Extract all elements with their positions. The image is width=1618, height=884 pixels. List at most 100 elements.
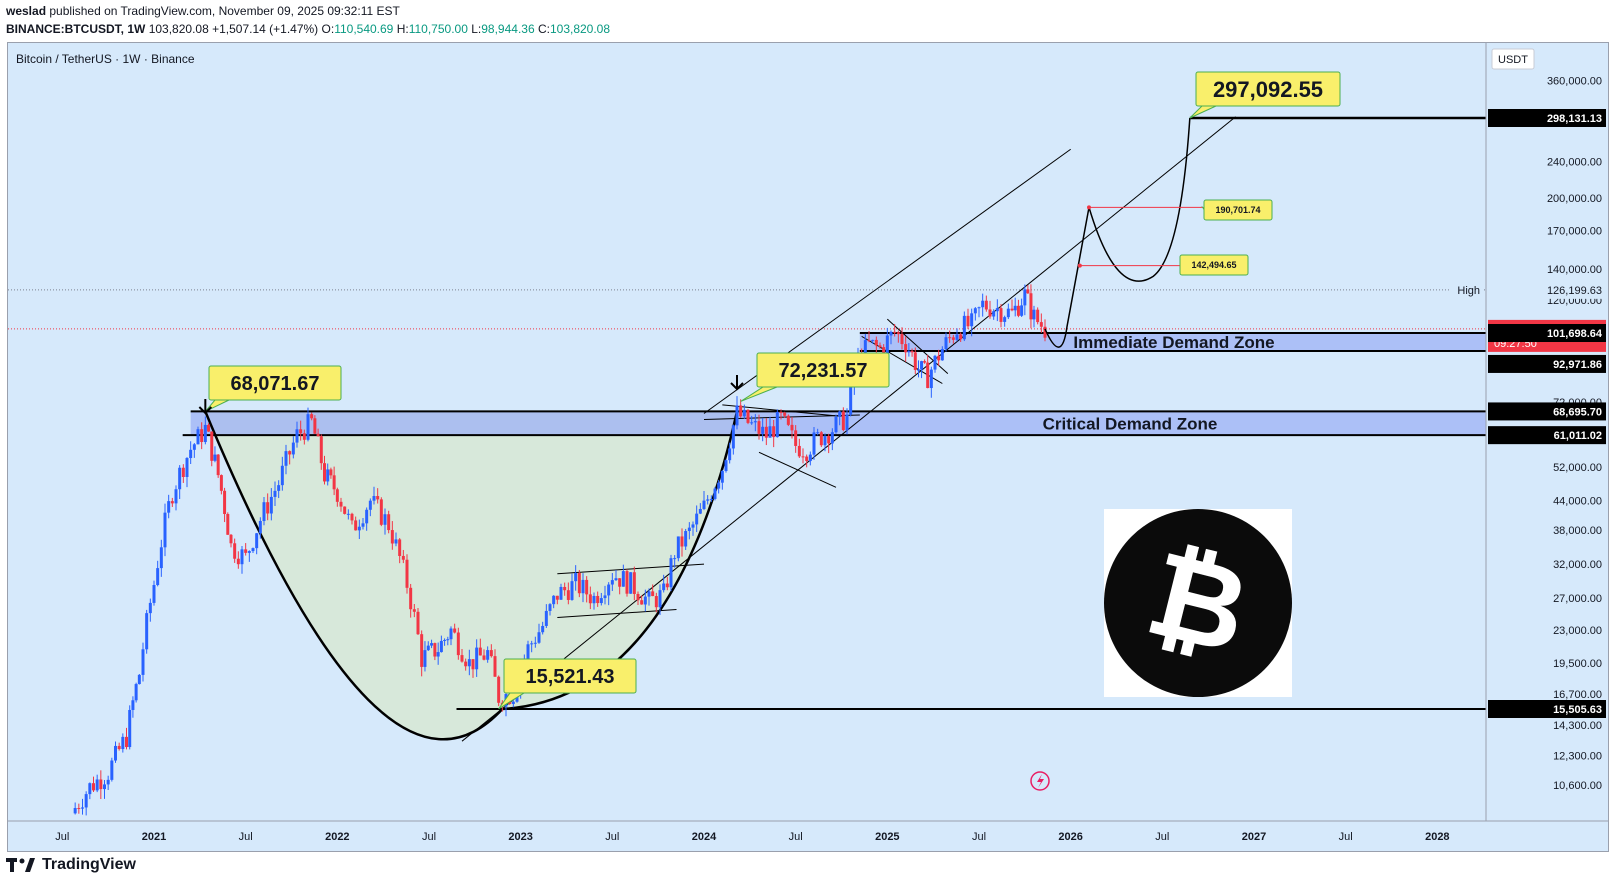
candle: [73, 808, 77, 814]
time-axis-bg: [8, 821, 1608, 851]
candle: [746, 409, 750, 423]
price-chart[interactable]: Immediate Demand Zone Critical Demand Zon…: [8, 43, 1608, 851]
candle: [651, 591, 655, 597]
candle: [99, 779, 103, 790]
candle: [229, 534, 233, 544]
callout-label: 15,521.43: [526, 666, 615, 688]
candle: [343, 506, 347, 514]
candle: [426, 645, 430, 651]
pattern-line: [886, 318, 949, 374]
candle: [629, 572, 633, 594]
chart-frame[interactable]: Immediate Demand Zone Critical Demand Zon…: [7, 42, 1609, 852]
open-value: 110,540.69: [334, 22, 394, 36]
candle: [720, 470, 724, 483]
candle: [944, 337, 948, 350]
candle: [416, 611, 420, 635]
candle: [687, 527, 691, 532]
y-tick-label: 27,000.00: [1553, 593, 1602, 605]
candle: [181, 467, 185, 477]
callout-68k: 68,071.67: [204, 365, 342, 412]
high-label: H:: [396, 22, 409, 36]
candle: [658, 590, 662, 608]
candle: [141, 649, 145, 675]
candle: [486, 650, 490, 660]
price-tag: 126,199.63 High: [1450, 280, 1606, 299]
x-tick-label: 2025: [875, 831, 899, 843]
candle: [625, 571, 629, 594]
x-tick-label: Jul: [55, 831, 69, 843]
candle: [106, 779, 110, 785]
candle: [436, 652, 440, 657]
candle: [178, 467, 182, 490]
candle: [1039, 322, 1043, 327]
candle: [449, 628, 453, 640]
candle: [739, 405, 743, 417]
candle: [581, 579, 585, 594]
candle: [423, 650, 427, 667]
candle: [1003, 317, 1007, 322]
brand-name: TradingView: [42, 856, 136, 873]
candle: [951, 337, 955, 340]
candle: [335, 489, 339, 502]
price-tag-label: 68,695.70: [1553, 406, 1602, 418]
candle: [134, 684, 138, 701]
candle: [489, 650, 493, 657]
candle: [277, 485, 281, 491]
candle: [401, 555, 405, 560]
candle: [223, 490, 227, 515]
candle: [302, 433, 306, 440]
candle: [269, 496, 273, 514]
candle: [361, 523, 365, 527]
candle: [812, 432, 816, 455]
candle: [433, 643, 437, 657]
lightning-circle: [1030, 771, 1050, 791]
cup-curve: [204, 410, 739, 741]
candle: [889, 331, 893, 336]
y-tick-label: 240,000.00: [1547, 156, 1602, 168]
candle: [379, 499, 383, 525]
candlesticks: [73, 284, 1047, 816]
x-tick-label: 2021: [142, 831, 166, 843]
candle: [117, 745, 121, 750]
candle: [156, 568, 160, 586]
critical-demand-zone: Critical Demand Zone: [182, 410, 1487, 437]
x-tick-label: 2022: [325, 831, 349, 843]
candle: [830, 432, 834, 444]
symbol-line: BINANCE:BTCUSDT, 1W 103,820.08 +1,507.14…: [6, 22, 610, 36]
candle: [339, 501, 343, 507]
candle: [329, 469, 333, 476]
candle: [948, 337, 952, 339]
author-name[interactable]: weslad: [6, 4, 47, 18]
candle: [530, 643, 534, 645]
candle: [808, 454, 812, 462]
currency-box: [1491, 48, 1535, 70]
candle: [574, 572, 578, 582]
candle: [577, 572, 581, 594]
candle: [316, 433, 320, 437]
candle: [867, 340, 871, 342]
candle: [247, 551, 251, 553]
candle: [95, 779, 99, 791]
candle: [114, 745, 117, 761]
candle: [125, 736, 128, 748]
candle: [845, 414, 849, 431]
candle: [368, 500, 372, 510]
price-tag-bg: [1488, 426, 1606, 445]
candle: [933, 355, 937, 370]
candle: [471, 659, 475, 670]
last-price: 103,820.08: [148, 22, 209, 36]
candle: [988, 309, 992, 317]
candle: [676, 536, 680, 559]
price-change: +1,507.14 (+1.47%): [212, 22, 319, 36]
candle: [841, 411, 845, 431]
candle: [709, 498, 713, 500]
candle: [955, 334, 959, 340]
candle: [592, 595, 596, 604]
candle: [768, 426, 772, 438]
candle: [533, 642, 537, 644]
candle: [398, 539, 402, 556]
immediate-demand-zone: Immediate Demand Zone: [859, 332, 1486, 352]
y-tick-label: 170,000.00: [1547, 225, 1602, 237]
price-tag-bg: [1488, 280, 1606, 299]
price-tag: 61,011.02: [1488, 426, 1606, 445]
